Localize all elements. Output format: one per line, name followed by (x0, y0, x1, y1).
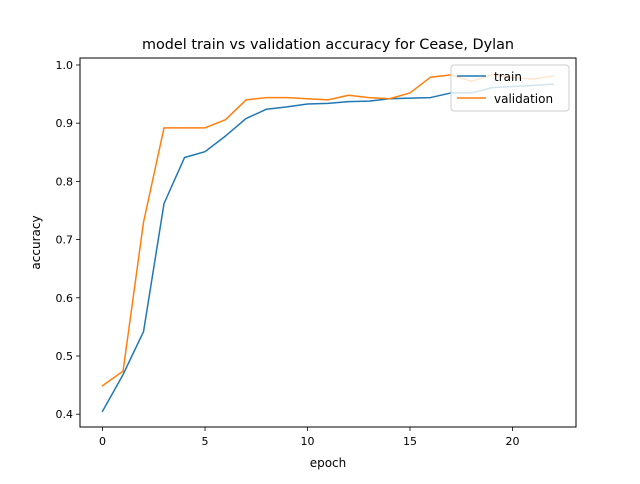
x-tick-label: 15 (403, 435, 417, 448)
y-tick-label: 0.5 (56, 350, 74, 363)
y-tick-label: 0.9 (56, 117, 74, 130)
legend: train validation (450, 64, 570, 112)
chart-title: model train vs validation accuracy for C… (142, 37, 514, 53)
x-tick-label: 20 (505, 435, 519, 448)
y-axis-ticks: 0.4 0.5 0.6 0.7 0.8 0.9 1.0 (56, 59, 80, 421)
y-tick-label: 0.7 (56, 234, 74, 247)
y-tick-label: 1.0 (56, 59, 74, 72)
y-tick-label: 0.4 (56, 408, 74, 421)
y-axis-label: accuracy (29, 215, 43, 269)
x-axis-ticks: 0 5 10 15 20 (99, 427, 519, 448)
x-tick-label: 10 (301, 435, 315, 448)
legend-label-validation: validation (494, 92, 553, 106)
y-tick-label: 0.6 (56, 292, 74, 305)
plot-area-frame (79, 57, 577, 428)
x-tick-label: 5 (202, 435, 209, 448)
y-tick-label: 0.8 (56, 175, 74, 188)
x-tick-label: 0 (99, 435, 106, 448)
x-axis-label: epoch (310, 456, 347, 470)
legend-label-train: train (494, 70, 522, 84)
